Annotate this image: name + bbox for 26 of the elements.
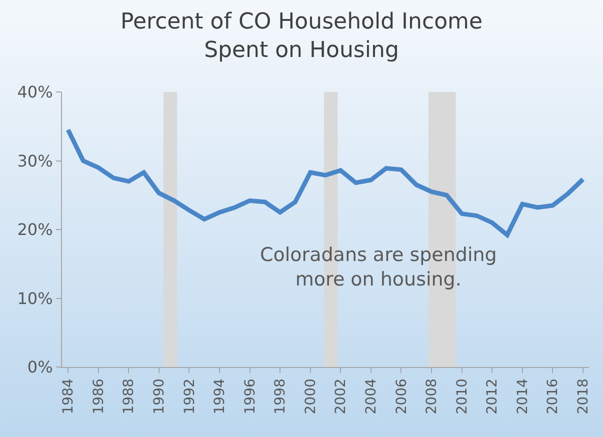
y-tick-label: 40% <box>17 82 53 102</box>
x-tick-label: 2000 <box>302 378 319 414</box>
x-tick-label: 1990 <box>151 378 168 414</box>
x-tick-label: 2010 <box>454 378 470 414</box>
x-tick-label: 2014 <box>514 378 531 414</box>
annotation: Coloradans are spending more on housing. <box>260 244 497 291</box>
x-tick-label: 1986 <box>90 378 107 414</box>
y-tick-label: 10% <box>17 288 53 308</box>
x-tick-label: 2002 <box>333 378 350 414</box>
x-tick-label: 2016 <box>545 378 562 414</box>
chart-title: Percent of CO Household Income Spent on Housing <box>120 9 483 64</box>
x-tick-label: 2004 <box>363 378 380 414</box>
x-tick-label: 1996 <box>242 378 258 414</box>
x-tick-label: 1988 <box>121 378 138 414</box>
y-tick-label: 20% <box>17 220 53 240</box>
x-tick-label: 2012 <box>484 378 501 414</box>
x-tick-label: 1994 <box>212 378 228 414</box>
x-tick-label: 1984 <box>60 378 77 414</box>
x-tick-label: 2018 <box>575 378 592 414</box>
x-tick-label: 1992 <box>182 378 198 414</box>
x-tick-label: 2006 <box>394 378 410 414</box>
x-tick-label: 1998 <box>272 378 289 414</box>
y-tick-label: 30% <box>17 151 53 170</box>
line-series <box>66 128 586 238</box>
y-tick-label: 0% <box>27 358 53 377</box>
x-tick-label: 2008 <box>424 378 440 414</box>
